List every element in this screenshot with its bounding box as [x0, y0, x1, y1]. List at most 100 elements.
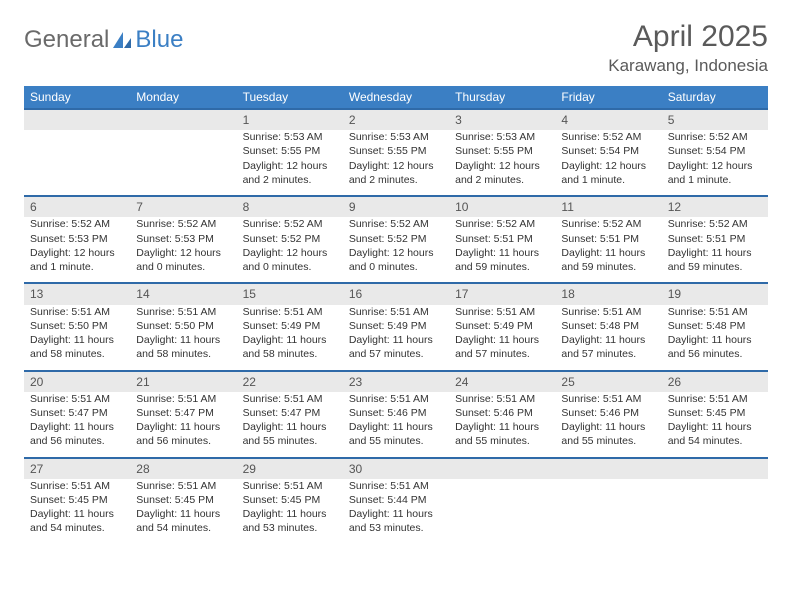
sunset-text: Sunset: 5:49 PM [349, 319, 443, 333]
day-info-cell: Sunrise: 5:51 AMSunset: 5:47 PMDaylight:… [237, 392, 343, 458]
sunrise-text: Sunrise: 5:52 AM [243, 217, 337, 231]
day-info-row: Sunrise: 5:53 AMSunset: 5:55 PMDaylight:… [24, 130, 768, 196]
daylight-text: Daylight: 11 hours and 59 minutes. [561, 246, 655, 274]
daylight-text: Daylight: 11 hours and 58 minutes. [136, 333, 230, 361]
day-info-cell: Sunrise: 5:51 AMSunset: 5:48 PMDaylight:… [555, 305, 661, 371]
day-number-cell: 6 [24, 196, 130, 217]
day-number: 10 [455, 200, 468, 214]
day-info-cell [130, 130, 236, 196]
day-number-cell: 4 [555, 109, 661, 130]
sunrise-text: Sunrise: 5:51 AM [668, 392, 762, 406]
sunset-text: Sunset: 5:54 PM [668, 144, 762, 158]
day-number: 1 [243, 113, 250, 127]
sunrise-text: Sunrise: 5:52 AM [668, 130, 762, 144]
sunset-text: Sunset: 5:48 PM [668, 319, 762, 333]
sunrise-text: Sunrise: 5:52 AM [455, 217, 549, 231]
sunrise-text: Sunrise: 5:51 AM [30, 305, 124, 319]
day-number-row: 12345 [24, 109, 768, 130]
day-number-row: 20212223242526 [24, 371, 768, 392]
weekday-header: Friday [555, 86, 661, 109]
day-number: 20 [30, 375, 43, 389]
day-number: 12 [668, 200, 681, 214]
day-number-cell [130, 109, 236, 130]
brand-logo: General Blue [24, 26, 183, 54]
day-info-cell: Sunrise: 5:51 AMSunset: 5:47 PMDaylight:… [130, 392, 236, 458]
sunset-text: Sunset: 5:55 PM [243, 144, 337, 158]
day-info-cell: Sunrise: 5:53 AMSunset: 5:55 PMDaylight:… [237, 130, 343, 196]
day-info-row: Sunrise: 5:51 AM Sunset: 5:47 PM Daylight:… [24, 392, 768, 458]
daylight-text: Daylight: 12 hours and 2 minutes. [455, 159, 549, 187]
daylight-text: Daylight: 12 hours and 1 minute. [561, 159, 655, 187]
sunrise-text: Sunrise: 5:51 AM [349, 392, 443, 406]
calendar-table: SundayMondayTuesdayWednesdayThursdayFrid… [24, 86, 768, 545]
header: General Blue April 2025 Karawang, Indone… [24, 20, 768, 76]
sunset-text: Sunset: 5:48 PM [561, 319, 655, 333]
daylight-text: Daylight: 11 hours and 55 minutes. [455, 420, 549, 448]
sunrise-text: Sunrise: 5:51 AM [243, 305, 337, 319]
brand-part2: Blue [135, 26, 183, 54]
daylight-text: Daylight: 11 hours and 54 minutes. [136, 507, 230, 535]
daylight-text: Daylight: 11 hours and 57 minutes. [349, 333, 443, 361]
sunset-text: Sunset: 5:49 PM [243, 319, 337, 333]
sunset-text: Sunset: 5:46 PM [349, 406, 443, 420]
day-info-row: Sunrise: 5:51 AMSunset: 5:45 PMDaylight:… [24, 479, 768, 545]
sunrise-text: Sunrise: 5:51 AM [30, 479, 124, 493]
sunset-text: Sunset: 5:54 PM [561, 144, 655, 158]
daylight-text: Daylight: 11 hours and 56 minutes. [30, 420, 124, 448]
day-number: 16 [349, 287, 362, 301]
sunset-text: Sunset: 5:51 PM [455, 232, 549, 246]
day-number-cell: 23 [343, 371, 449, 392]
daylight-text: Daylight: 11 hours and 55 minutes. [561, 420, 655, 448]
day-number: 30 [349, 462, 362, 476]
day-number: 3 [455, 113, 462, 127]
daylight-text: Daylight: 11 hours and 54 minutes. [30, 507, 124, 535]
day-info-cell: Sunrise: 5:51 AMSunset: 5:49 PMDaylight:… [343, 305, 449, 371]
weekday-header: Tuesday [237, 86, 343, 109]
day-number-cell: 29 [237, 458, 343, 479]
day-number-cell: 10 [449, 196, 555, 217]
daylight-text: Daylight: 11 hours and 56 minutes. [668, 333, 762, 361]
daylight-text: Daylight: 11 hours and 57 minutes. [455, 333, 549, 361]
day-number-cell: 1 [237, 109, 343, 130]
day-number-cell: 5 [662, 109, 768, 130]
day-number-cell: 7 [130, 196, 236, 217]
sunset-text: Sunset: 5:46 PM [561, 406, 655, 420]
day-number-cell: 22 [237, 371, 343, 392]
day-info-cell: Sunrise: 5:51 AMSunset: 5:46 PMDaylight:… [343, 392, 449, 458]
sunrise-text: Sunrise: 5:52 AM [561, 217, 655, 231]
daylight-text: Daylight: 11 hours and 54 minutes. [668, 420, 762, 448]
sunset-text: Sunset: 5:52 PM [243, 232, 337, 246]
day-number-cell [662, 458, 768, 479]
day-info-cell: Sunrise: 5:51 AMSunset: 5:44 PMDaylight:… [343, 479, 449, 545]
day-info-cell: Sunrise: 5:51 AMSunset: 5:45 PMDaylight:… [662, 392, 768, 458]
day-number-cell: 21 [130, 371, 236, 392]
sunrise-text: Sunrise: 5:52 AM [136, 217, 230, 231]
sunrise-text: Sunrise: 5:51 AM [455, 392, 549, 406]
day-number-cell: 9 [343, 196, 449, 217]
sunrise-text: Sunrise: 5:53 AM [455, 130, 549, 144]
day-number: 9 [349, 200, 356, 214]
sunset-text: Sunset: 5:47 PM [243, 406, 337, 420]
daylight-text: Daylight: 11 hours and 53 minutes. [349, 507, 443, 535]
month-title: April 2025 [608, 20, 768, 54]
day-info-cell: Sunrise: 5:52 AMSunset: 5:51 PMDaylight:… [449, 217, 555, 283]
day-number-cell: 15 [237, 283, 343, 304]
day-number: 7 [136, 200, 143, 214]
daylight-text: Daylight: 11 hours and 58 minutes. [243, 333, 337, 361]
daylight-text: Daylight: 12 hours and 2 minutes. [243, 159, 337, 187]
day-number-cell: 30 [343, 458, 449, 479]
sunrise-text: Sunrise: 5:53 AM [243, 130, 337, 144]
day-info-cell: Sunrise: 5:51 AMSunset: 5:45 PMDaylight:… [130, 479, 236, 545]
day-info-cell: Sunrise: 5:51 AMSunset: 5:45 PMDaylight:… [24, 479, 130, 545]
day-info-cell: Sunrise: 5:51 AMSunset: 5:46 PMDaylight:… [555, 392, 661, 458]
daylight-text: Daylight: 11 hours and 59 minutes. [455, 246, 549, 274]
weekday-header: Monday [130, 86, 236, 109]
day-number-cell: 18 [555, 283, 661, 304]
day-info-cell [662, 479, 768, 545]
daylight-text: Daylight: 12 hours and 1 minute. [30, 246, 124, 274]
day-number: 23 [349, 375, 362, 389]
sunrise-text: Sunrise: 5:51 AM [561, 305, 655, 319]
sunrise-text: Sunrise: 5:51 AM [136, 392, 230, 406]
sunset-text: Sunset: 5:45 PM [668, 406, 762, 420]
sunrise-text: Sunrise: 5:51 AM [561, 392, 655, 406]
